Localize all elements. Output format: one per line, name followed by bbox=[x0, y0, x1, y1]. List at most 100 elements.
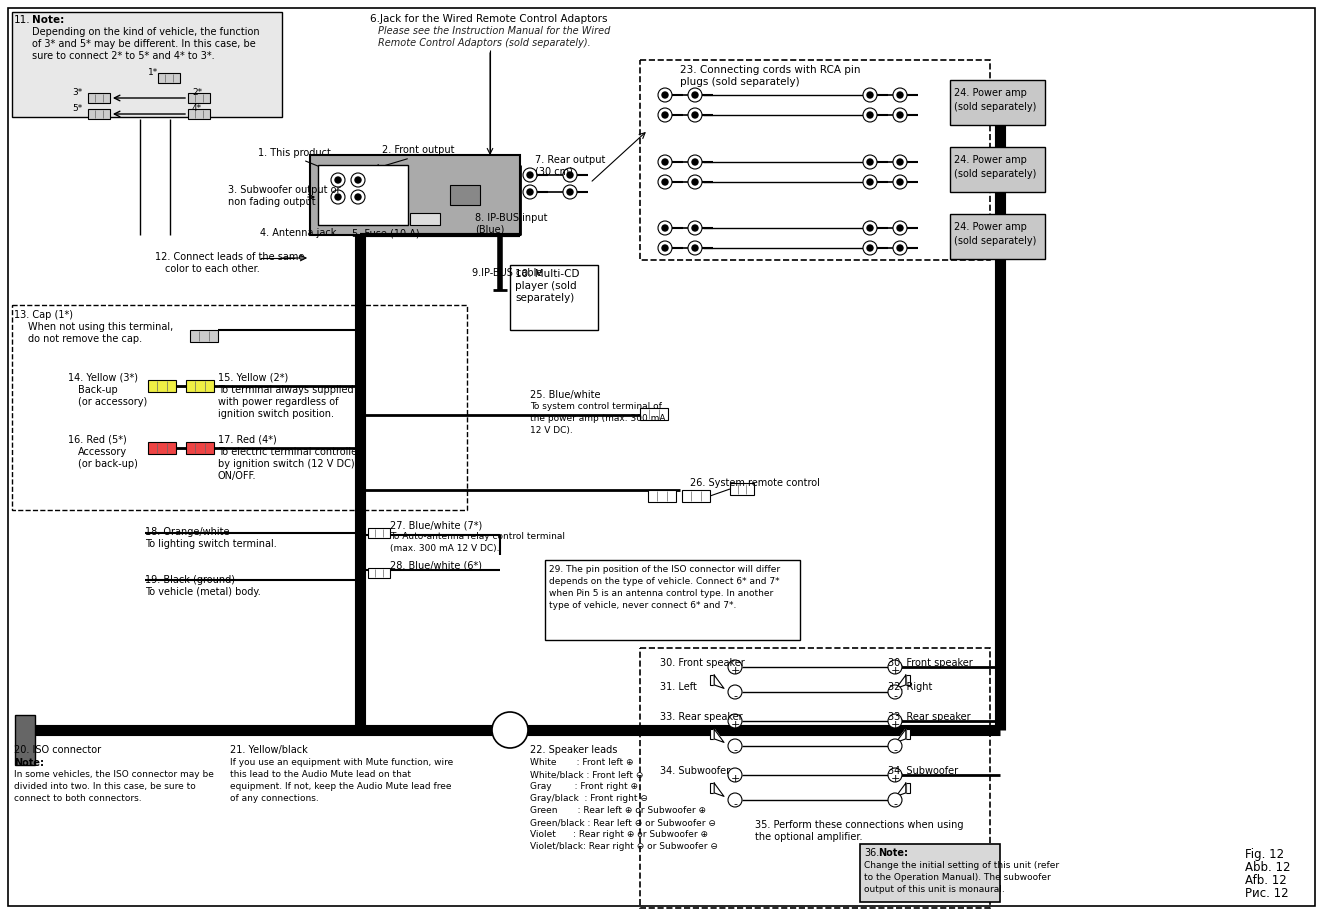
Circle shape bbox=[867, 159, 873, 165]
Circle shape bbox=[331, 173, 345, 187]
Text: +: + bbox=[730, 720, 740, 730]
Circle shape bbox=[728, 739, 742, 753]
Text: (or accessory): (or accessory) bbox=[78, 397, 147, 407]
Text: 10. Multi-CD: 10. Multi-CD bbox=[515, 269, 579, 279]
Circle shape bbox=[662, 159, 668, 165]
Bar bbox=[906, 729, 910, 739]
Bar bbox=[191, 330, 218, 342]
Bar bbox=[648, 490, 676, 502]
Text: +: + bbox=[890, 720, 900, 730]
Circle shape bbox=[564, 168, 577, 182]
Text: +: + bbox=[890, 666, 900, 676]
Bar bbox=[950, 80, 1045, 125]
Bar bbox=[950, 214, 1045, 259]
Text: 29. The pin position of the ISO connector will differ: 29. The pin position of the ISO connecto… bbox=[549, 565, 781, 574]
Text: do not remove the cap.: do not remove the cap. bbox=[28, 334, 142, 344]
Bar bbox=[187, 442, 214, 454]
Circle shape bbox=[564, 185, 577, 199]
Text: 21. Yellow/black: 21. Yellow/black bbox=[230, 745, 308, 755]
Bar bbox=[310, 155, 520, 235]
Bar bbox=[318, 165, 407, 225]
Bar bbox=[710, 729, 714, 739]
Circle shape bbox=[688, 241, 703, 255]
Text: non fading output: non fading output bbox=[228, 197, 316, 207]
Text: (max. 300 mA 12 V DC).: (max. 300 mA 12 V DC). bbox=[390, 544, 500, 553]
Circle shape bbox=[662, 225, 668, 231]
Text: Remote Control Adaptors (sold separately).: Remote Control Adaptors (sold separately… bbox=[378, 38, 591, 48]
Bar bbox=[906, 783, 910, 793]
Text: Gray/black  : Front right ⊖: Gray/black : Front right ⊖ bbox=[531, 794, 648, 803]
Text: Change the initial setting of this unit (refer: Change the initial setting of this unit … bbox=[864, 861, 1060, 870]
Circle shape bbox=[688, 155, 703, 169]
Bar bbox=[157, 73, 180, 83]
Circle shape bbox=[893, 88, 908, 102]
Text: Accessory: Accessory bbox=[78, 447, 127, 457]
Circle shape bbox=[658, 155, 672, 169]
Text: 24. Power amp: 24. Power amp bbox=[954, 155, 1027, 165]
Bar bbox=[89, 93, 110, 103]
Text: 25. Blue/white: 25. Blue/white bbox=[531, 390, 601, 400]
Circle shape bbox=[897, 225, 904, 231]
Text: 34. Subwoofer: 34. Subwoofer bbox=[660, 766, 730, 776]
Circle shape bbox=[867, 179, 873, 185]
Text: To terminal always supplied: To terminal always supplied bbox=[218, 385, 353, 395]
Bar bbox=[710, 675, 714, 685]
Circle shape bbox=[893, 108, 908, 122]
Circle shape bbox=[688, 175, 703, 189]
Circle shape bbox=[863, 108, 877, 122]
Circle shape bbox=[335, 194, 341, 200]
Text: by ignition switch (12 V DC): by ignition switch (12 V DC) bbox=[218, 459, 355, 469]
Text: To system control terminal of: To system control terminal of bbox=[531, 402, 662, 411]
Circle shape bbox=[688, 108, 703, 122]
Circle shape bbox=[658, 175, 672, 189]
Bar bbox=[15, 715, 34, 765]
Text: ignition switch position.: ignition switch position. bbox=[218, 409, 333, 419]
Text: type of vehicle, never connect 6* and 7*.: type of vehicle, never connect 6* and 7*… bbox=[549, 601, 737, 610]
Text: with power regardless of: with power regardless of bbox=[218, 397, 339, 407]
Text: 2. Front output: 2. Front output bbox=[382, 145, 455, 155]
Circle shape bbox=[692, 225, 699, 231]
Circle shape bbox=[692, 112, 699, 118]
Text: 12. Connect leads of the same: 12. Connect leads of the same bbox=[155, 252, 304, 262]
Text: 35. Perform these connections when using: 35. Perform these connections when using bbox=[755, 820, 963, 830]
Circle shape bbox=[523, 185, 537, 199]
Text: when Pin 5 is an antenna control type. In another: when Pin 5 is an antenna control type. I… bbox=[549, 589, 773, 598]
Text: 5*: 5* bbox=[71, 104, 82, 113]
Text: 19. Black (ground): 19. Black (ground) bbox=[146, 575, 235, 585]
Text: of 3* and 5* may be different. In this case, be: of 3* and 5* may be different. In this c… bbox=[32, 39, 255, 49]
Text: 20. ISO connector: 20. ISO connector bbox=[15, 745, 101, 755]
Text: Рис. 12: Рис. 12 bbox=[1245, 887, 1289, 900]
Text: 13. Cap (1*): 13. Cap (1*) bbox=[15, 310, 73, 320]
Text: (sold separately): (sold separately) bbox=[954, 236, 1036, 246]
Bar bbox=[368, 528, 390, 538]
Bar bbox=[640, 408, 668, 420]
Circle shape bbox=[728, 685, 742, 699]
Circle shape bbox=[863, 155, 877, 169]
Text: ON/OFF.: ON/OFF. bbox=[218, 471, 257, 481]
Text: -: - bbox=[733, 745, 737, 755]
Text: 33. Rear speaker: 33. Rear speaker bbox=[660, 712, 742, 722]
Circle shape bbox=[568, 172, 573, 178]
Circle shape bbox=[662, 179, 668, 185]
Text: (30 cm): (30 cm) bbox=[534, 167, 573, 177]
Text: 1*: 1* bbox=[148, 68, 159, 77]
Text: 17. Red (4*): 17. Red (4*) bbox=[218, 435, 277, 445]
Text: Gray        : Front right ⊕: Gray : Front right ⊕ bbox=[531, 782, 638, 791]
Text: Depending on the kind of vehicle, the function: Depending on the kind of vehicle, the fu… bbox=[32, 27, 259, 37]
Circle shape bbox=[888, 793, 902, 807]
Text: +: + bbox=[730, 666, 740, 676]
Circle shape bbox=[662, 245, 668, 251]
Text: depends on the type of vehicle. Connect 6* and 7*: depends on the type of vehicle. Connect … bbox=[549, 577, 779, 586]
Text: Note:: Note: bbox=[32, 15, 65, 25]
Text: the power amp (max. 300 mA: the power amp (max. 300 mA bbox=[531, 414, 665, 423]
Circle shape bbox=[867, 225, 873, 231]
Text: 24. Power amp: 24. Power amp bbox=[954, 222, 1027, 232]
Text: In some vehicles, the ISO connector may be: In some vehicles, the ISO connector may … bbox=[15, 770, 214, 779]
Text: -: - bbox=[893, 745, 897, 755]
Text: 7. Rear output: 7. Rear output bbox=[534, 155, 606, 165]
Polygon shape bbox=[896, 729, 906, 742]
Text: 22. Speaker leads: 22. Speaker leads bbox=[531, 745, 618, 755]
Text: equipment. If not, keep the Audio Mute lead free: equipment. If not, keep the Audio Mute l… bbox=[230, 782, 451, 791]
Text: 3*: 3* bbox=[71, 88, 82, 97]
Text: Fig. 12: Fig. 12 bbox=[1245, 848, 1285, 861]
